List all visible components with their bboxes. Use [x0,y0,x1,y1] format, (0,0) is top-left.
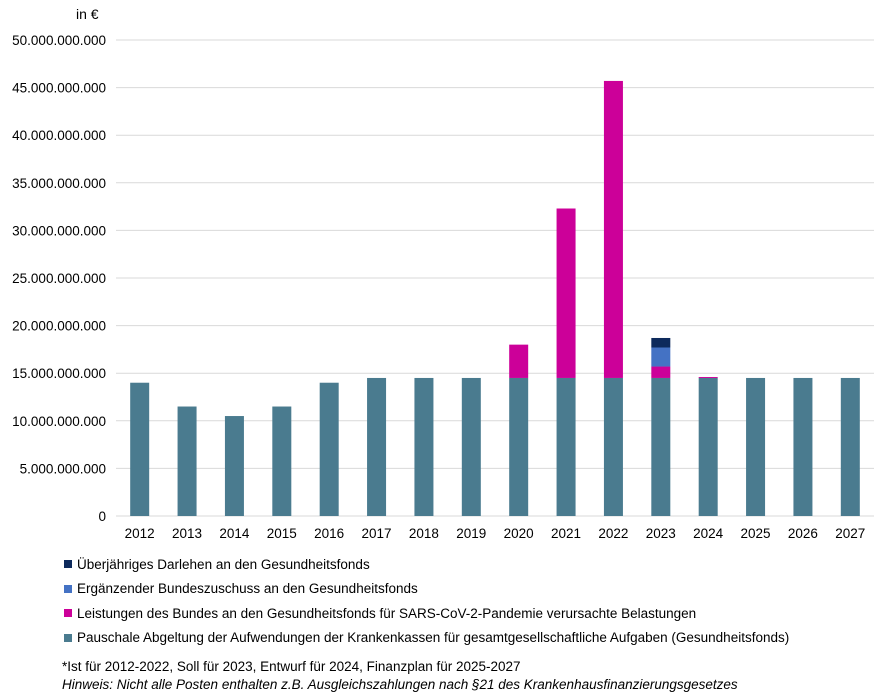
bar-segment [319,382,339,516]
footnotes: *Ist für 2012-2022, Soll für 2023, Entwu… [62,658,738,694]
x-tick-label: 2017 [362,526,392,541]
x-tick-label: 2026 [788,526,818,541]
bar-segment [793,377,813,516]
legend-label: Ergänzender Bundeszuschuss an den Gesund… [77,581,418,597]
legend-item: Pauschale Abgeltung der Aufwendungen der… [64,626,789,651]
x-tick-label: 2018 [409,526,439,541]
footnote-hint: Hinweis: Nicht alle Posten enthalten z.B… [62,677,738,692]
x-tick-label: 2027 [835,526,865,541]
y-tick-label: 5.000.000.000 [20,461,106,476]
bar-segment [603,80,623,378]
bar-segment [651,377,671,516]
y-tick-label: 0 [98,509,106,524]
legend-label: Leistungen des Bundes an den Gesundheits… [77,605,697,621]
x-tick-label: 2015 [267,526,297,541]
legend-swatch [64,609,72,618]
x-tick-label: 2022 [598,526,628,541]
legend-swatch [64,560,72,569]
y-tick-label: 40.000.000.000 [12,128,106,143]
bar-segment [698,377,718,378]
bar-segment [651,337,671,348]
bar-segment [746,377,766,516]
bar-segment [461,377,481,516]
footnote-status: *Ist für 2012-2022, Soll für 2023, Entwu… [62,659,521,674]
bar-segment [367,377,387,516]
x-tick-label: 2024 [693,526,724,541]
bar-segment [651,347,671,367]
x-tick-label: 2025 [741,526,771,541]
y-tick-label: 20.000.000.000 [12,319,106,334]
y-tick-label: 15.000.000.000 [12,366,106,381]
x-tick-label: 2023 [646,526,676,541]
x-tick-label: 2013 [172,526,202,541]
y-tick-label: 45.000.000.000 [12,81,106,96]
legend-swatch [64,584,72,593]
legend-label: Pauschale Abgeltung der Aufwendungen der… [77,630,790,646]
bar-segment [130,382,150,516]
bar-segment [414,377,434,516]
x-tick-label: 2012 [125,526,155,541]
y-tick-label: 25.000.000.000 [12,271,106,286]
x-tick-label: 2020 [504,526,534,541]
legend-item: Ergänzender Bundeszuschuss an den Gesund… [64,577,789,602]
legend: Überjähriges Darlehen an den Gesundheits… [64,552,789,650]
x-tick-label: 2021 [551,526,581,541]
x-tick-label: 2019 [456,526,486,541]
bar-segment [509,377,529,516]
x-tick-label: 2014 [219,526,250,541]
bar-segment [603,377,623,516]
x-tick-label: 2016 [314,526,344,541]
legend-item: Leistungen des Bundes an den Gesundheits… [64,601,789,626]
bar-segment [840,377,860,516]
y-tick-label: 30.000.000.000 [12,223,106,238]
bar-segment [698,377,718,516]
bar-segment [556,208,576,378]
y-tick-label: 35.000.000.000 [12,176,106,191]
bar-segment [272,406,292,516]
bar-segment [509,344,529,378]
y-tick-label: 10.000.000.000 [12,414,106,429]
legend-item: Überjähriges Darlehen an den Gesundheits… [64,552,789,577]
bar-segment [177,406,197,516]
bar-segment [556,377,576,516]
unit-label: in € [76,6,99,22]
y-tick-label: 50.000.000.000 [12,33,106,48]
legend-swatch [64,633,72,642]
legend-label: Überjähriges Darlehen an den Gesundheits… [77,556,370,572]
bar-segment [224,416,244,516]
bar-segment [651,366,671,378]
